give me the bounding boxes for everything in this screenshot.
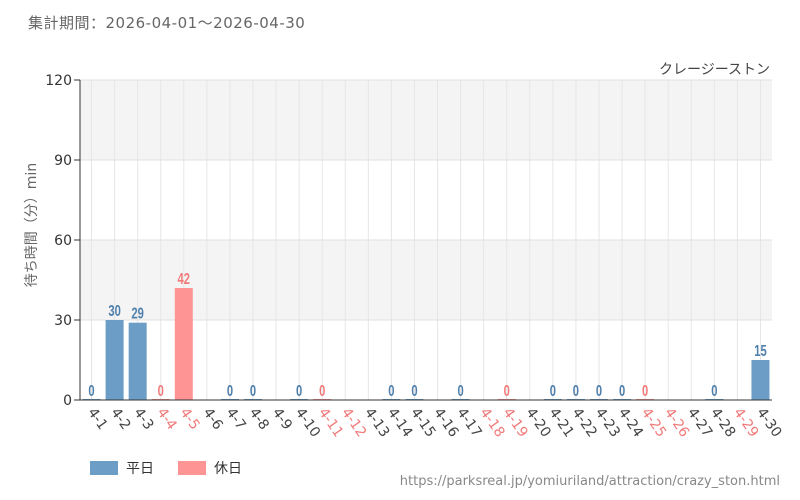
bar-4-30 (751, 360, 770, 400)
bar-value-label: 0 (158, 381, 164, 400)
bar-value-label: 0 (227, 381, 233, 400)
bar-value-label: 30 (108, 301, 121, 320)
x-tick-label: 4-26 (661, 405, 692, 440)
y-tick-label: 30 (54, 313, 72, 329)
grid-band (80, 240, 772, 320)
x-tick-label: 4-30 (753, 405, 784, 440)
bar-value-label: 0 (88, 381, 94, 400)
bar-value-label: 0 (711, 381, 717, 400)
bar-value-label: 0 (642, 381, 648, 400)
legend-label-weekday: 平日 (126, 461, 154, 477)
x-tick-label: 4-23 (592, 405, 623, 440)
legend-item-weekday: 平日 (90, 458, 154, 478)
x-tick-label: 4-5 (177, 405, 203, 433)
bar-value-label: 0 (504, 381, 510, 400)
x-tick-labels: 4-14-24-34-44-54-64-74-84-94-104-114-124… (84, 405, 784, 440)
x-tick-label: 4-17 (453, 405, 484, 440)
source-url: https://parksreal.jp/yomiuriland/attract… (399, 474, 780, 489)
y-tick-label: 0 (63, 393, 72, 409)
x-tick-label: 4-1 (84, 405, 110, 433)
x-tick-label: 4-10 (292, 405, 323, 440)
x-tick-label: 4-6 (200, 405, 226, 433)
bar-value-label: 0 (411, 381, 417, 400)
bar-4-3 (128, 322, 147, 400)
bar-4-5 (174, 288, 193, 400)
x-tick-label: 4-11 (315, 405, 346, 440)
bar-value-label: 0 (550, 381, 556, 400)
bar-4-2 (105, 320, 124, 400)
x-tick-label: 4-12 (338, 405, 369, 440)
bar-value-label: 0 (296, 381, 302, 400)
x-tick-label: 4-13 (361, 405, 392, 440)
x-tick-label: 4-21 (546, 405, 577, 440)
bar-value-label: 0 (388, 381, 394, 400)
x-tick-label: 4-2 (107, 405, 133, 433)
x-tick-label: 4-27 (684, 405, 715, 440)
bar-value-label: 29 (131, 304, 144, 323)
bar-value-label: 0 (596, 381, 602, 400)
x-tick-label: 4-25 (638, 405, 669, 440)
x-tick-label: 4-16 (430, 405, 461, 440)
x-tick-label: 4-8 (246, 405, 272, 433)
x-tick-label: 4-3 (130, 405, 156, 433)
x-tick-label: 4-4 (153, 405, 179, 433)
legend-swatch-weekday (90, 461, 118, 475)
y-tick-label: 60 (54, 233, 72, 249)
period-label: 集計期間：2026-04-01～2026-04-30 (28, 14, 306, 32)
legend-swatch-holiday (178, 461, 206, 475)
x-tick-label: 4-18 (476, 405, 507, 440)
axes (74, 79, 772, 401)
legend-label-holiday: 休日 (214, 461, 242, 477)
bar-value-label: 0 (319, 381, 325, 400)
x-tick-label: 4-24 (615, 405, 646, 440)
y-axis-label: 待ち時間（分）min (24, 163, 40, 287)
bar-value-label: 0 (573, 381, 579, 400)
bar-value-label: 15 (754, 341, 767, 360)
bar-value-label: 42 (178, 269, 191, 288)
y-tick-labels: 0 30 60 90 120 (45, 73, 72, 409)
x-tick-label: 4-19 (499, 405, 530, 440)
x-tick-label: 4-29 (730, 405, 761, 440)
x-tick-label: 4-7 (223, 405, 249, 433)
bar-value-label: 0 (250, 381, 256, 400)
x-tick-label: 4-22 (569, 405, 600, 440)
legend-item-holiday: 休日 (178, 458, 242, 478)
bar-value-label: 0 (619, 381, 625, 400)
chart-title: クレージーストン (659, 62, 770, 78)
y-tick-label: 120 (45, 73, 72, 89)
legend: 平日 休日 (90, 458, 242, 478)
x-tick-label: 4-20 (523, 405, 554, 440)
x-tick-label: 4-14 (384, 405, 415, 440)
x-tick-label: 4-15 (407, 405, 438, 440)
x-tick-label: 4-9 (269, 405, 295, 433)
plot-bands (80, 80, 772, 320)
x-tick-label: 4-28 (707, 405, 738, 440)
y-tick-label: 90 (54, 153, 72, 169)
bar-value-label: 0 (457, 381, 463, 400)
grid-band (80, 80, 772, 160)
